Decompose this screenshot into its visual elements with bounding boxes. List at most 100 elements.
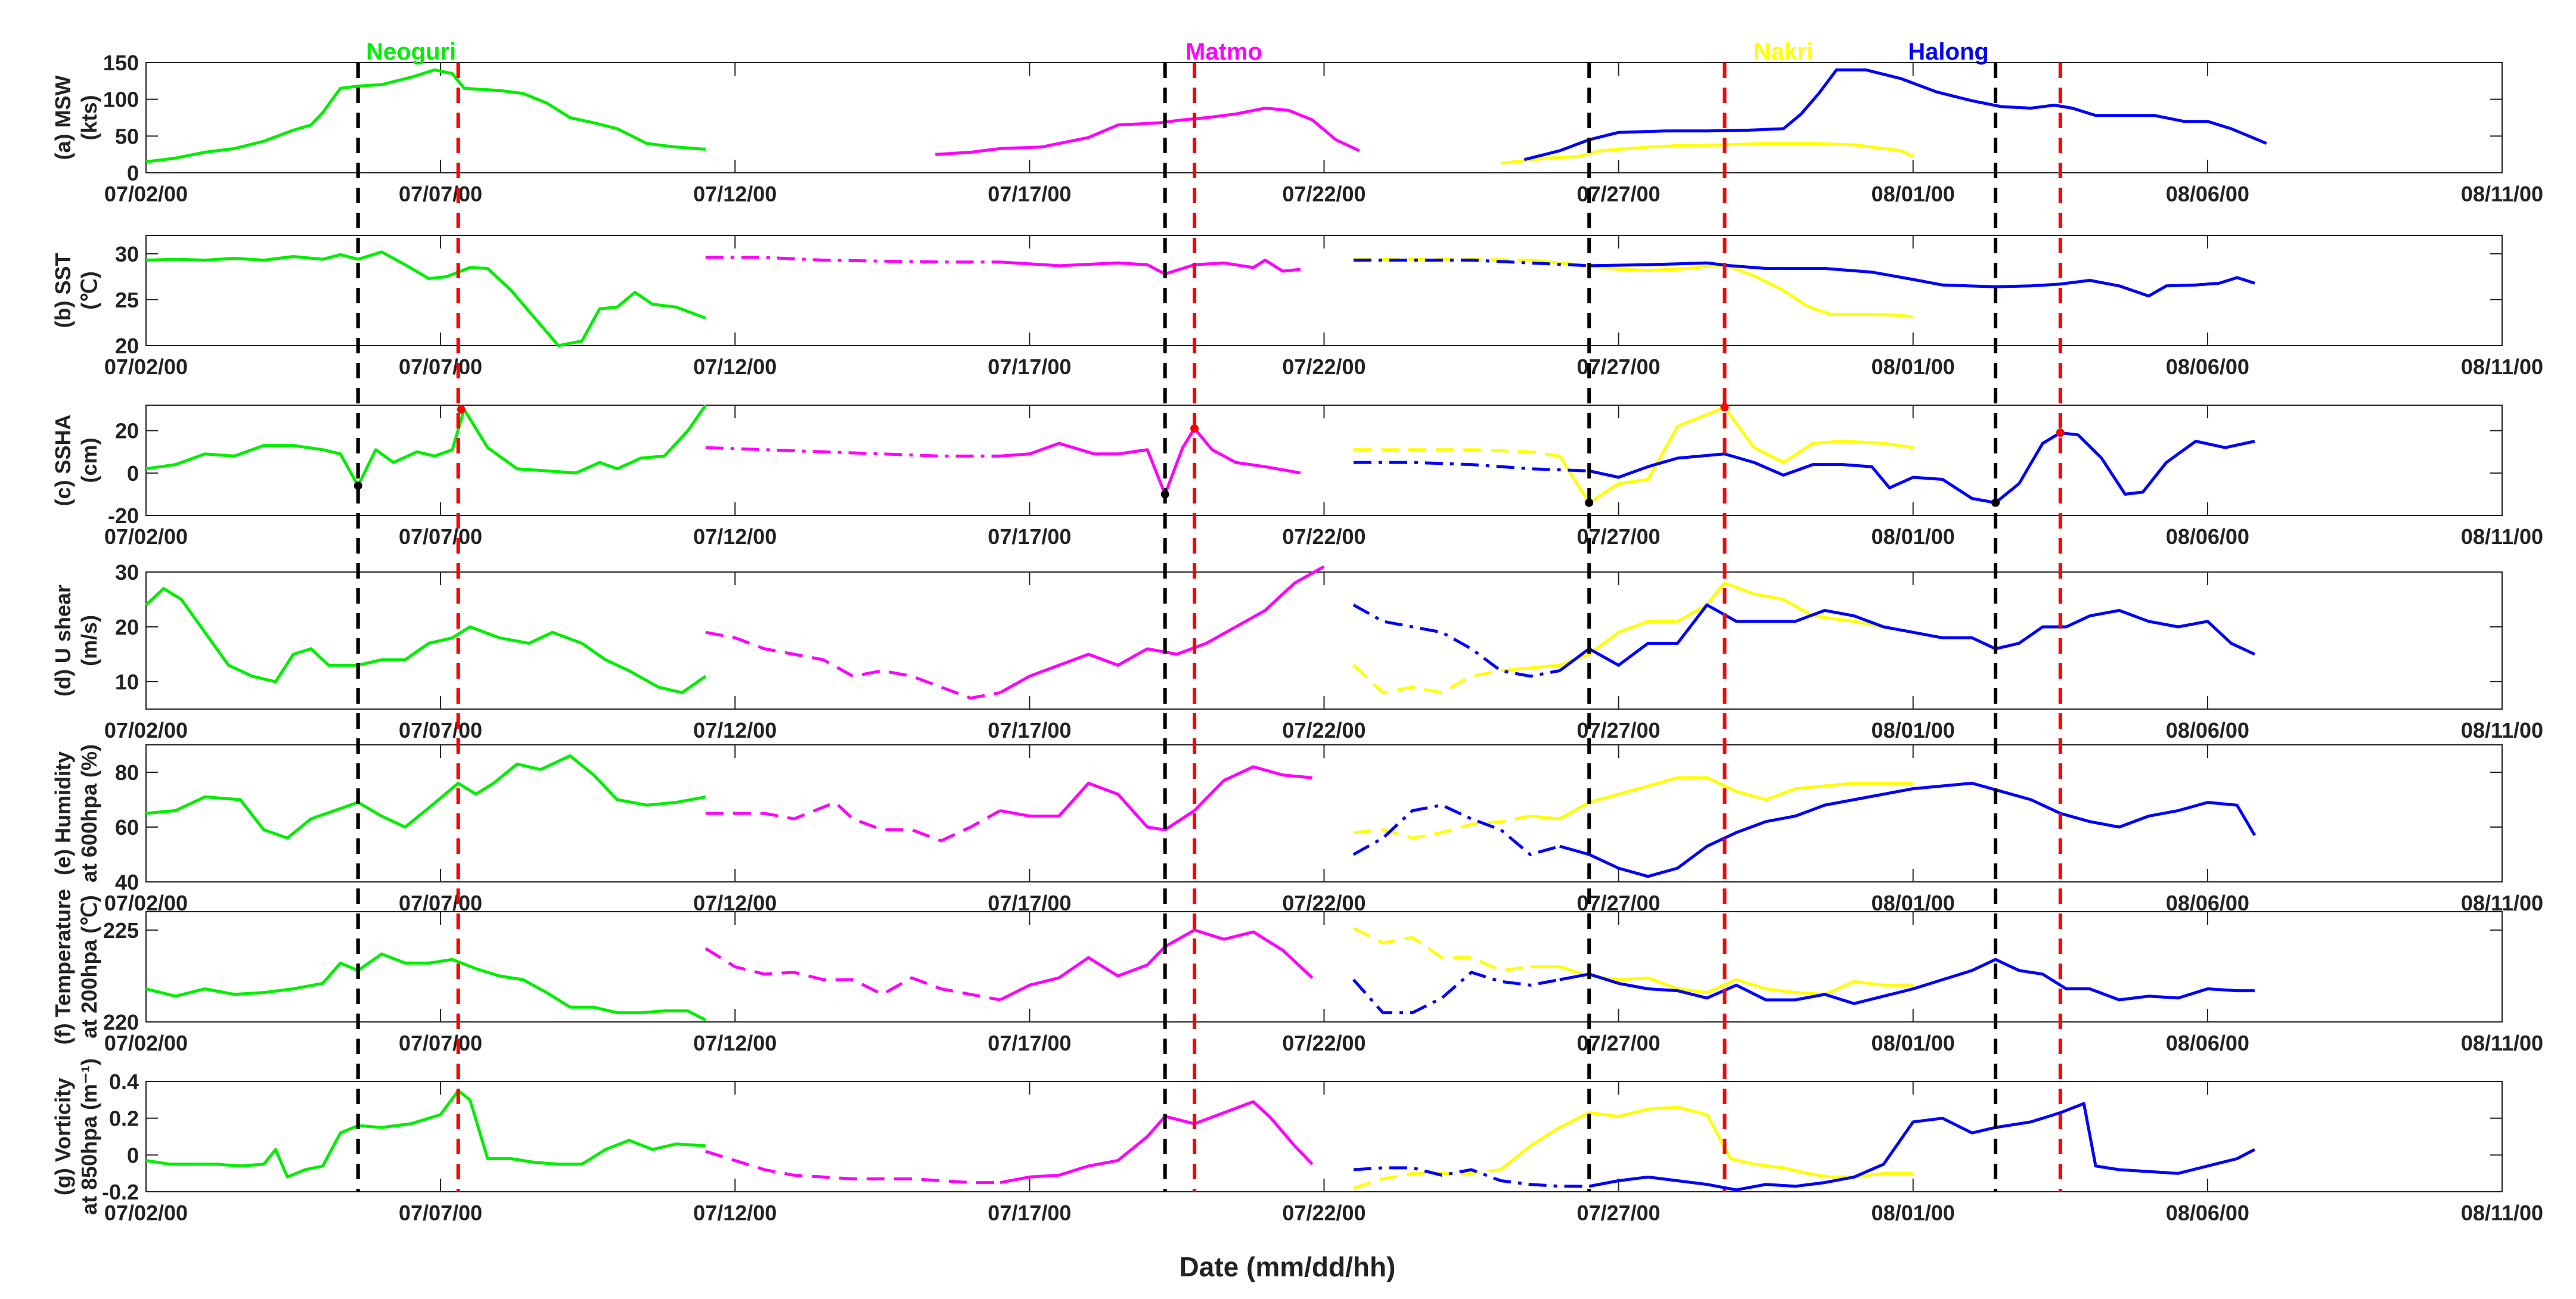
series-matmo-solid [1000, 259, 1301, 276]
series-neoguri-solid [145, 952, 706, 1022]
series-halong-solid [1559, 958, 2255, 1005]
panel-b-ylabel: (b) SST [51, 253, 75, 328]
y-tick-label: 60 [115, 815, 139, 840]
y-tick-label: -20 [108, 504, 139, 528]
series-matmo-dashed [704, 947, 1001, 1002]
panel-f-frame [145, 911, 2503, 1023]
panel-e-ylabel: at 600hpa (%) [77, 744, 101, 882]
series-matmo-solid [935, 107, 1360, 156]
x-tick-label: 07/02/00 [104, 1031, 188, 1055]
panel-a-ylabel: (kts) [77, 95, 101, 140]
y-tick-label: 30 [115, 560, 139, 585]
y-tick-label: 0.2 [109, 1107, 139, 1131]
x-tick-label: 08/01/00 [1872, 1031, 1955, 1055]
x-tick-label: 07/07/00 [399, 718, 482, 742]
x-tick-label: 07/07/00 [399, 1031, 482, 1055]
y-tick-label: 50 [115, 124, 139, 148]
x-tick-label: 08/06/00 [2166, 182, 2249, 206]
y-tick-label: 0 [127, 1143, 139, 1167]
x-tick-label: 08/11/00 [2461, 1031, 2543, 1055]
x-tick-label: 07/12/00 [693, 1031, 777, 1055]
panel-a-ylabel: (a) MSW [51, 75, 75, 160]
x-tick-label: 08/01/00 [1872, 524, 1955, 549]
series-neoguri-solid [145, 754, 706, 840]
x-tick-label: 08/06/00 [2166, 524, 2249, 549]
series-nakri-dashed [1353, 815, 1531, 840]
series-halong-solid [1523, 68, 2267, 161]
panel-b: 07/02/00 07/07/00 07/12/00 07/17/00 07/22/00… [51, 235, 2543, 379]
panels-layer: 07/02/00 07/07/00 07/12/00 07/17/00 07/22/00… [51, 51, 2543, 1225]
series-nakri-dashed [1352, 927, 1531, 972]
y-tick-label: 25 [115, 288, 139, 312]
y-tick-label: 0 [127, 161, 139, 185]
panel-g-ylabel: at 850hpa (m⁻¹) [77, 1058, 101, 1215]
y-tick-label: 220 [103, 1010, 139, 1034]
panel-d-frame [145, 571, 2503, 710]
series-halong-dashdot [1353, 259, 1590, 268]
x-tick-label: 07/02/00 [104, 524, 188, 549]
series-halong-dashdot [1353, 461, 1590, 473]
x-tick-label: 08/01/00 [1872, 182, 1955, 206]
panel-f-ylabel: (f) Temperature [51, 889, 75, 1045]
series-nakri-solid [1530, 259, 1914, 319]
panel-c-frame [145, 405, 2503, 516]
x-tick-label: 08/06/00 [2166, 355, 2249, 379]
series-matmo-solid [1000, 765, 1312, 832]
y-tick-label: 40 [115, 870, 139, 894]
series-matmo-dashdot [705, 256, 1000, 264]
series-halong-dashdot [1352, 971, 1560, 1015]
marker-point [353, 481, 362, 490]
x-tick-label: 08/01/00 [1872, 718, 1955, 742]
panel-b-ylabel: (℃) [77, 271, 101, 309]
series-halong-dashdot [1353, 1166, 1590, 1188]
panel-d-ylabel: (d) U shear [51, 585, 75, 697]
panel-e-ylabel: (e) Humidity [51, 751, 75, 875]
panel-c-ylabel: (c) SSHA [51, 414, 75, 506]
panel-g: 07/02/00 07/07/00 07/12/00 07/17/00 07/22/00… [51, 1058, 2543, 1225]
panel-b-frame [145, 235, 2503, 346]
x-tick-label: 08/01/00 [1872, 1201, 1955, 1225]
series-halong-solid [1588, 1102, 2256, 1192]
x-tick-label: 07/22/00 [1282, 1031, 1365, 1055]
series-halong-solid [1589, 261, 2255, 298]
x-tick-label: 07/17/00 [988, 182, 1071, 206]
x-tick-label: 07/07/00 [399, 524, 482, 549]
x-tick-label: 08/11/00 [2461, 718, 2543, 742]
panel-f-ylabel: at 200hpa (℃) [77, 895, 101, 1039]
series-matmo-solid [1000, 1100, 1314, 1185]
series-nakri-solid [1500, 1105, 1913, 1179]
x-tick-label: 07/17/00 [988, 355, 1071, 379]
series-matmo-solid [999, 928, 1314, 1002]
x-tick-label: 07/02/00 [104, 182, 188, 206]
x-tick-label: 07/17/00 [988, 1201, 1071, 1225]
panel-f: 07/02/00 07/07/00 07/12/00 07/17/00 07/22/00… [51, 889, 2543, 1055]
series-halong-dashdot [1352, 803, 1560, 856]
x-tick-label: 07/07/00 [399, 182, 482, 206]
y-tick-label: 225 [103, 918, 139, 943]
series-halong-solid [1559, 781, 2257, 878]
x-tick-label: 07/02/00 [104, 1201, 188, 1225]
storm-label-nakri: Nakri [1753, 39, 1813, 65]
x-tick-label: 07/22/00 [1282, 718, 1365, 742]
x-tick-label: 07/22/00 [1282, 524, 1365, 549]
storm-label-halong: Halong [1908, 39, 1989, 65]
x-tick-label: 08/06/00 [2166, 1031, 2249, 1055]
panel-e-frame [145, 744, 2503, 882]
x-tick-label: 08/11/00 [2461, 524, 2543, 549]
x-tick-label: 07/27/00 [1577, 1201, 1661, 1225]
y-tick-label: 100 [103, 88, 139, 112]
series-halong-solid [1588, 431, 2255, 505]
x-axis-label: Date (mm/dd/hh) [1180, 1251, 1396, 1282]
x-tick-label: 08/06/00 [2166, 718, 2249, 742]
x-tick-label: 08/11/00 [2461, 1201, 2543, 1225]
x-tick-label: 08/01/00 [1872, 355, 1955, 379]
y-tick-label: 20 [115, 334, 139, 358]
series-neoguri-solid [145, 1089, 706, 1179]
y-tick-label: -0.2 [102, 1180, 139, 1204]
series-nakri-dashed [1352, 664, 1501, 694]
panel-d: 07/02/00 07/07/00 07/12/00 07/17/00 07/22/00… [51, 560, 2543, 742]
x-tick-label: 07/12/00 [693, 355, 777, 379]
x-tick-label: 07/17/00 [988, 524, 1071, 549]
panel-d-ylabel: (m/s) [77, 615, 101, 666]
